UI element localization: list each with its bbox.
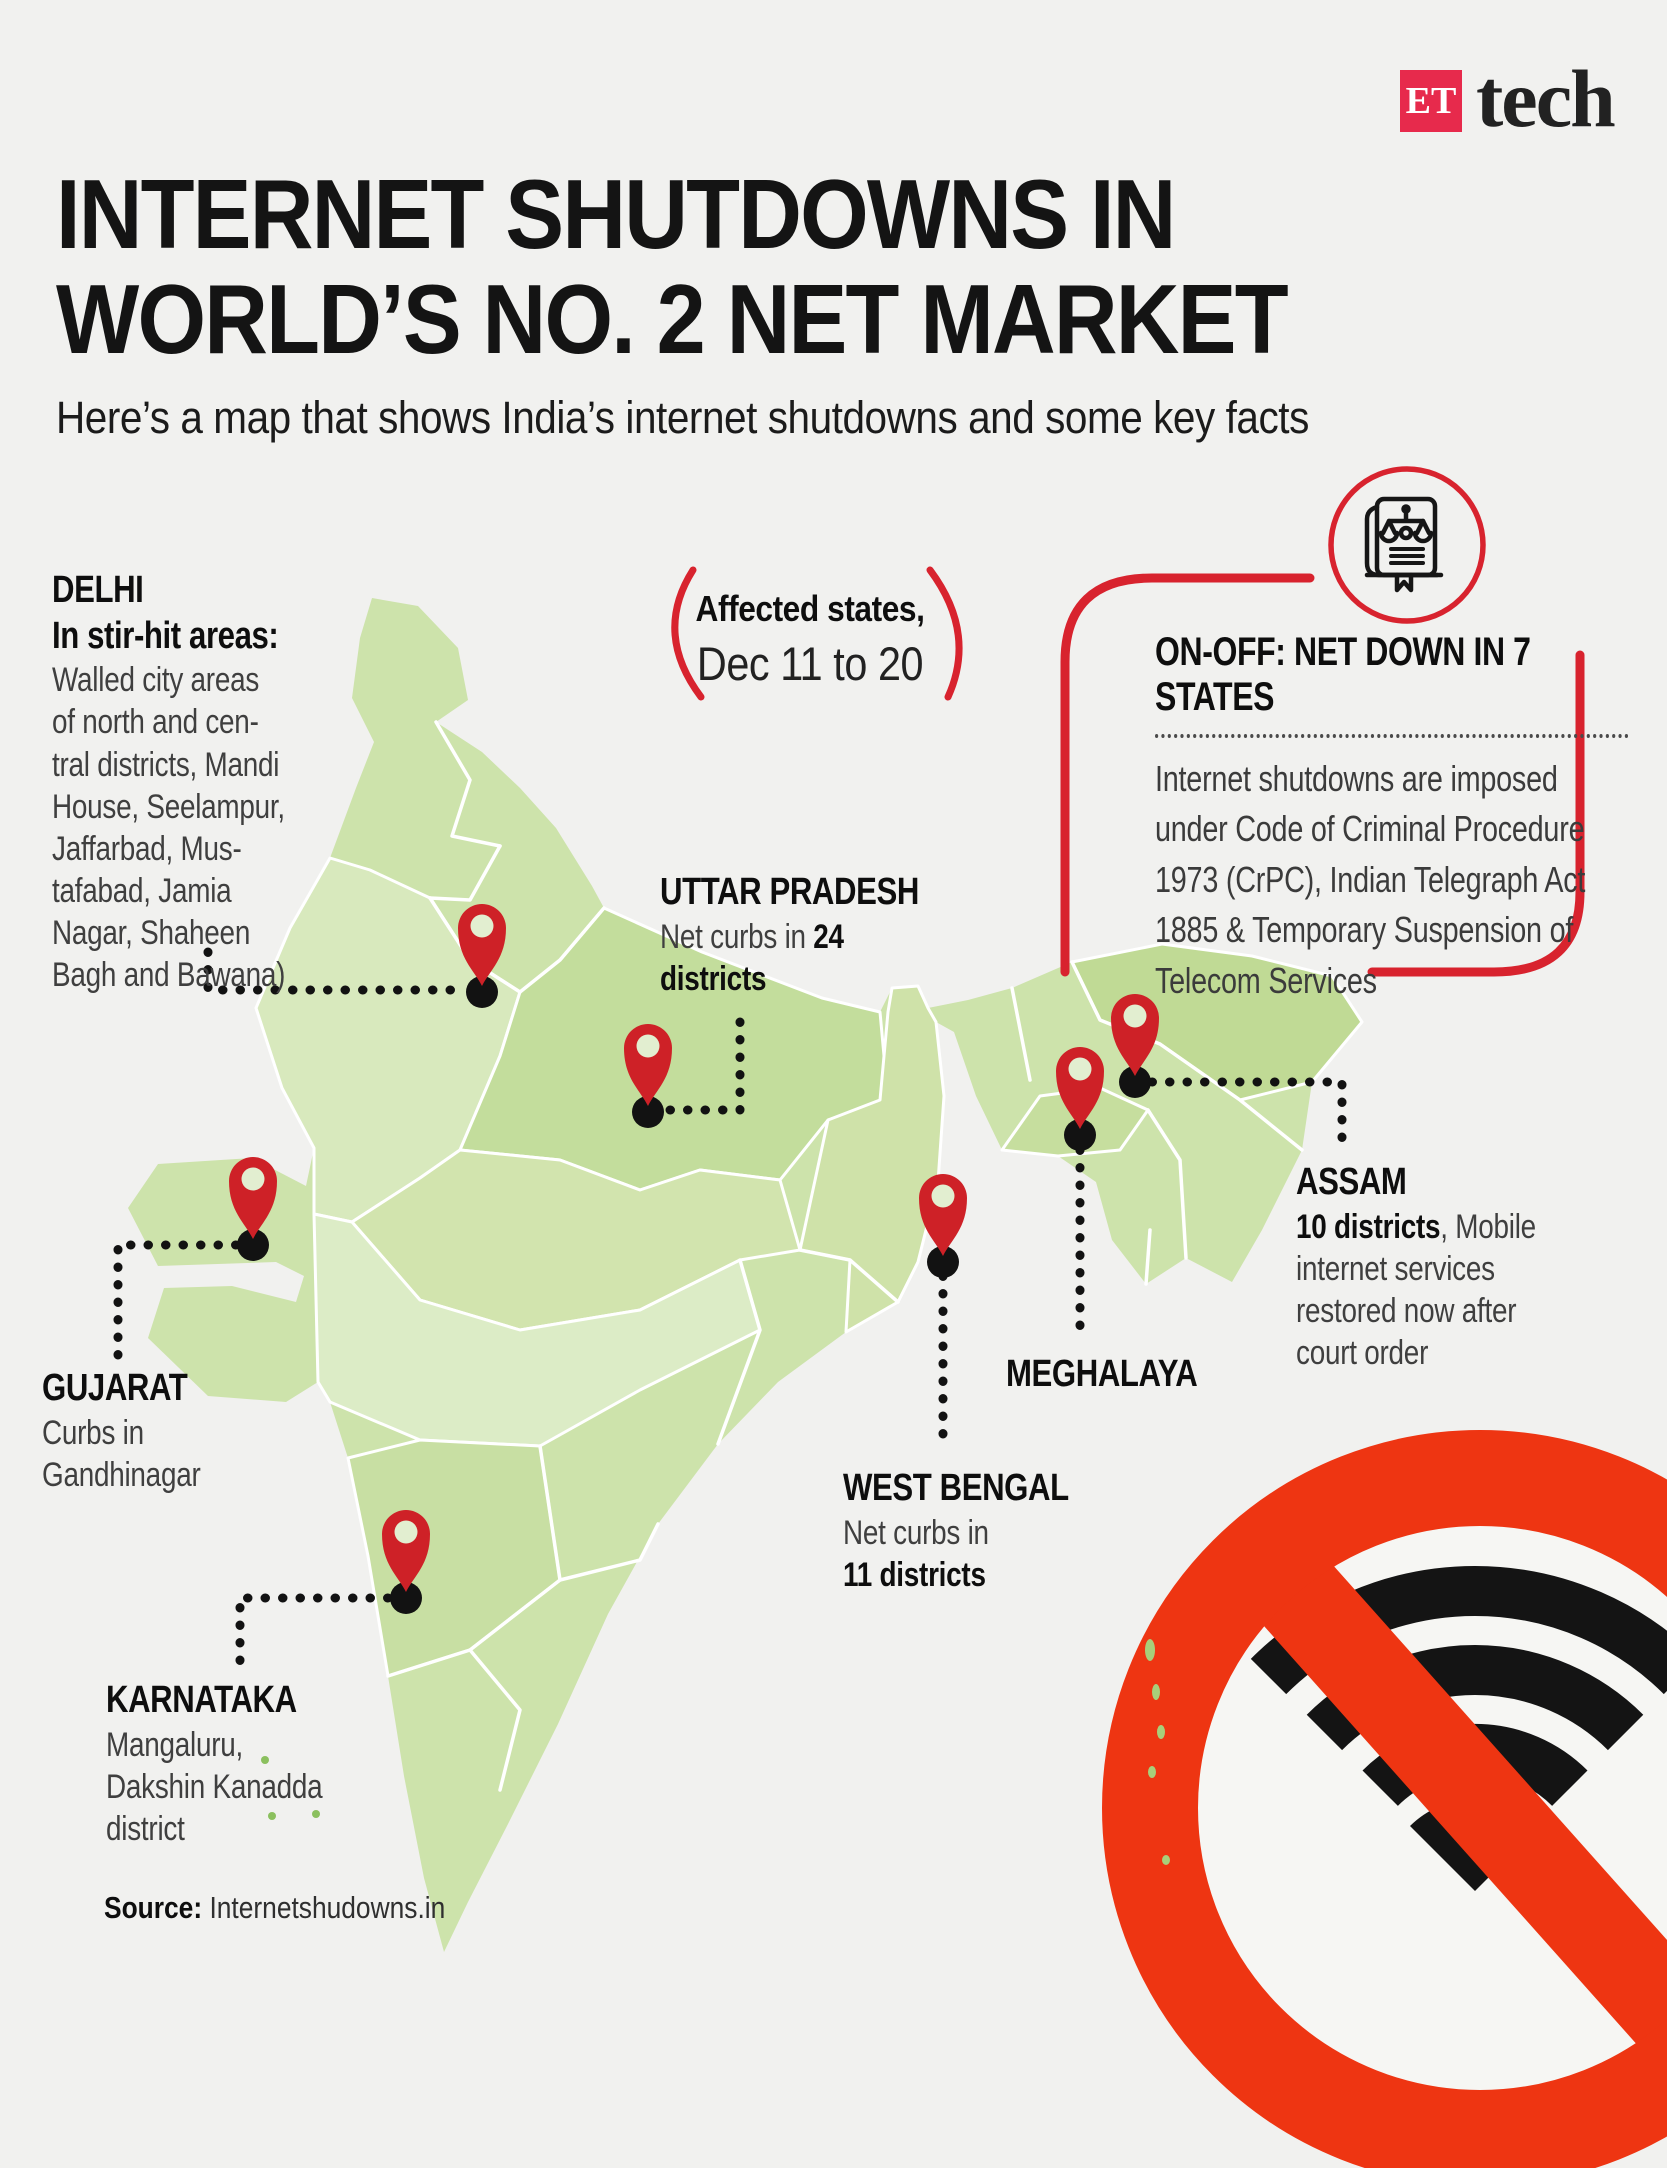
pin-uttar-pradesh (624, 1024, 672, 1106)
karnataka-title: KARNATAKA (106, 1678, 322, 1724)
delhi-title: DELHI (52, 568, 285, 614)
onoff-heading: ON-OFF: NET DOWN IN 7 STATES (1155, 630, 1635, 720)
delhi-body: Walled city areas of north and cen- tral… (52, 659, 285, 996)
leader-assam (1152, 1082, 1342, 1148)
callout-line-1: Affected states, (678, 588, 942, 630)
infographic-internet-shutdowns: { "brand": {"et": "ET", "tech": "tech", … (0, 0, 1667, 1989)
et-logo-text: ET (1406, 79, 1457, 123)
dotted-divider (1155, 734, 1629, 738)
label-uttar-pradesh: UTTAR PRADESH Net curbs in 24 districts (660, 870, 919, 1000)
label-meghalaya: MEGHALAYA (1006, 1352, 1197, 1398)
law-book-icon (1325, 463, 1489, 627)
pin-delhi (458, 904, 506, 986)
source-value: Internetshudowns.in (209, 1890, 445, 1925)
onoff-info-block: ON-OFF: NET DOWN IN 7 STATES Internet sh… (1155, 630, 1635, 1006)
title-line-1: INTERNET SHUTDOWNS IN (56, 162, 1287, 267)
leader-up (668, 1022, 740, 1110)
title-line-2: WORLD’S NO. 2 NET MARKET (56, 267, 1287, 372)
callout-line-2: Dec 11 to 20 (678, 636, 942, 691)
law-icon-circle (1331, 469, 1483, 621)
leader-gujarat (118, 1245, 236, 1360)
label-gujarat: GUJARAT Curbs in Gandhinagar (42, 1366, 201, 1496)
assam-title: ASSAM (1296, 1160, 1536, 1206)
affected-states-callout: Affected states, Dec 11 to 20 (678, 588, 942, 691)
leader-lines (118, 952, 1342, 1666)
source-line: Source: Internetshudowns.in (104, 1890, 445, 1926)
pin-gujarat (229, 1157, 277, 1239)
page-title: INTERNET SHUTDOWNS IN WORLD’S NO. 2 NET … (56, 162, 1287, 372)
wb-title: WEST BENGAL (843, 1466, 1069, 1512)
onoff-body: Internet shutdowns are imposed under Cod… (1155, 754, 1635, 1006)
pin-karnataka (382, 1510, 430, 1592)
label-assam: ASSAM 10 districts, Mobile internet serv… (1296, 1160, 1536, 1374)
pin-assam (1111, 994, 1159, 1076)
et-logo-mark: ET (1400, 70, 1462, 132)
label-west-bengal: WEST BENGAL Net curbs in 11 districts (843, 1466, 1069, 1596)
delhi-subtitle: In stir-hit areas: (52, 614, 285, 660)
label-delhi: DELHI In stir-hit areas: Walled city are… (52, 568, 285, 996)
source-label: Source: (104, 1890, 202, 1925)
leader-karnataka (240, 1598, 388, 1666)
pin-west-bengal (919, 1174, 967, 1256)
label-karnataka: KARNATAKA Mangaluru, Dakshin Kanadda dis… (106, 1678, 322, 1850)
page-subtitle: Here’s a map that shows India’s internet… (56, 392, 1309, 444)
pin-meghalaya (1056, 1047, 1104, 1129)
up-title: UTTAR PRADESH (660, 870, 919, 916)
et-tech-logo: ET tech (1400, 58, 1614, 140)
tech-logo-text: tech (1476, 58, 1614, 140)
gujarat-title: GUJARAT (42, 1366, 201, 1412)
